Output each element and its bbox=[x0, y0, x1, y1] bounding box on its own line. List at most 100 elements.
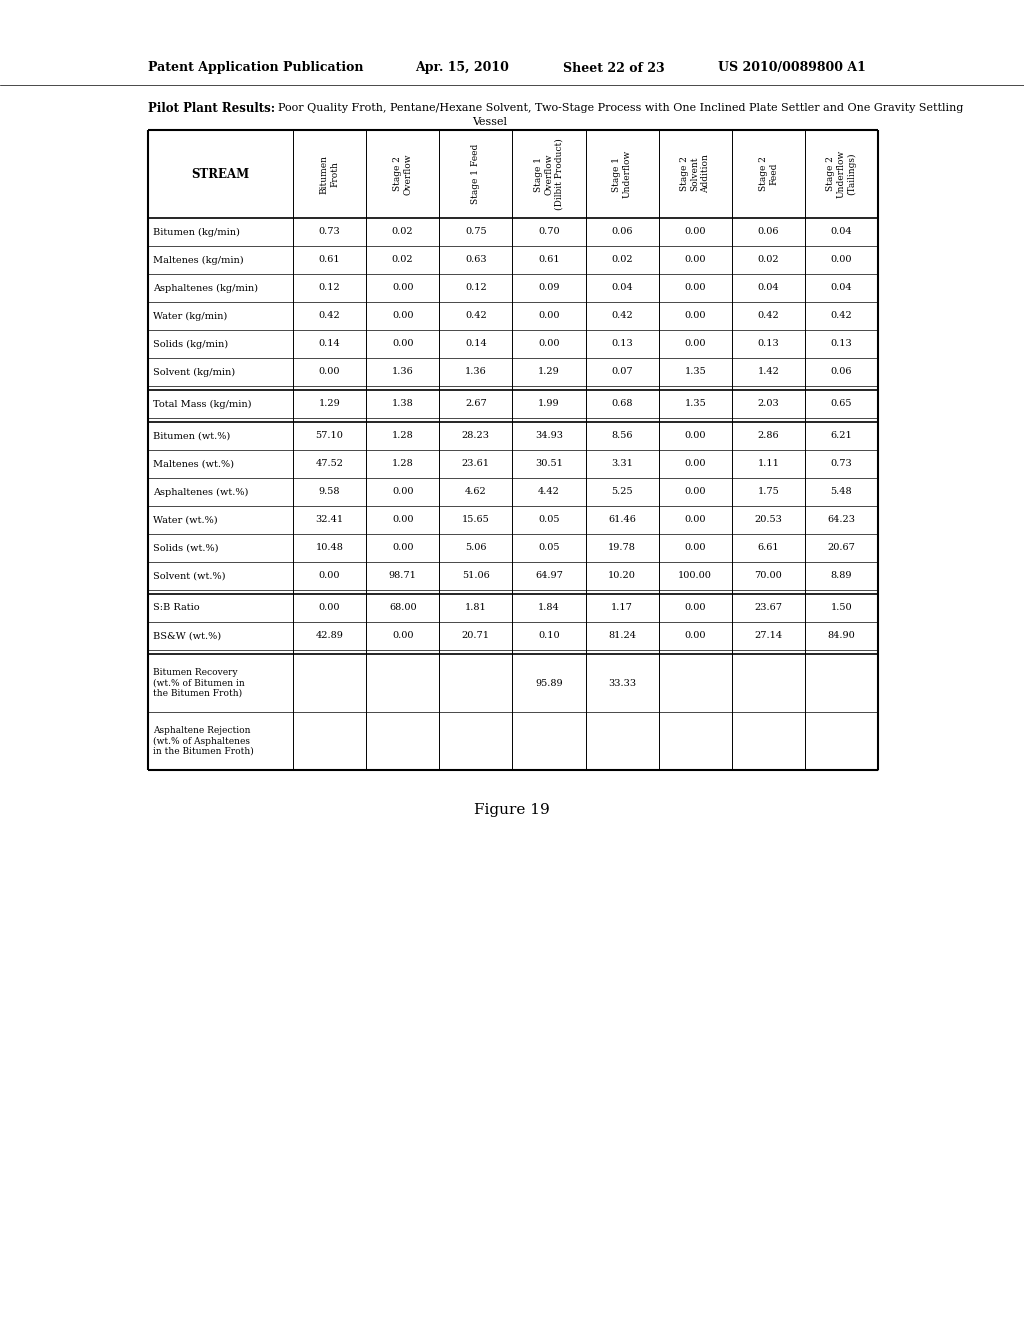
Text: 1.28: 1.28 bbox=[392, 459, 414, 469]
Text: 0.04: 0.04 bbox=[830, 284, 852, 293]
Text: 0.00: 0.00 bbox=[684, 544, 706, 553]
Text: Solvent (kg/min): Solvent (kg/min) bbox=[153, 367, 236, 376]
Text: 27.14: 27.14 bbox=[755, 631, 782, 640]
Text: 0.00: 0.00 bbox=[684, 432, 706, 441]
Text: 0.63: 0.63 bbox=[465, 256, 486, 264]
Text: 0.10: 0.10 bbox=[539, 631, 560, 640]
Text: 0.61: 0.61 bbox=[318, 256, 340, 264]
Text: 0.07: 0.07 bbox=[611, 367, 633, 376]
Text: 0.00: 0.00 bbox=[684, 312, 706, 321]
Text: Total Mass (kg/min): Total Mass (kg/min) bbox=[153, 400, 252, 409]
Text: 0.00: 0.00 bbox=[392, 487, 414, 496]
Text: 23.67: 23.67 bbox=[755, 603, 782, 612]
Text: 1.11: 1.11 bbox=[758, 459, 779, 469]
Text: 20.71: 20.71 bbox=[462, 631, 489, 640]
Text: 10.48: 10.48 bbox=[315, 544, 343, 553]
Text: Asphaltenes (kg/min): Asphaltenes (kg/min) bbox=[153, 284, 258, 293]
Text: 0.68: 0.68 bbox=[611, 400, 633, 408]
Text: 8.89: 8.89 bbox=[830, 572, 852, 581]
Text: 0.06: 0.06 bbox=[611, 227, 633, 236]
Text: 6.61: 6.61 bbox=[758, 544, 779, 553]
Text: 9.58: 9.58 bbox=[318, 487, 340, 496]
Text: Bitumen
Froth: Bitumen Froth bbox=[319, 154, 339, 194]
Text: 5.25: 5.25 bbox=[611, 487, 633, 496]
Text: 42.89: 42.89 bbox=[315, 631, 343, 640]
Text: 2.86: 2.86 bbox=[758, 432, 779, 441]
Text: 1.81: 1.81 bbox=[465, 603, 486, 612]
Text: 0.00: 0.00 bbox=[318, 572, 340, 581]
Text: 28.23: 28.23 bbox=[462, 432, 489, 441]
Text: Water (kg/min): Water (kg/min) bbox=[153, 312, 227, 321]
Text: 0.00: 0.00 bbox=[318, 367, 340, 376]
Text: Sheet 22 of 23: Sheet 22 of 23 bbox=[563, 62, 665, 74]
Text: 0.00: 0.00 bbox=[318, 603, 340, 612]
Text: 70.00: 70.00 bbox=[755, 572, 782, 581]
Text: 0.05: 0.05 bbox=[539, 544, 560, 553]
Text: 0.13: 0.13 bbox=[611, 339, 633, 348]
Text: 23.61: 23.61 bbox=[462, 459, 489, 469]
Text: 0.00: 0.00 bbox=[684, 487, 706, 496]
Text: 81.24: 81.24 bbox=[608, 631, 636, 640]
Text: Bitumen (kg/min): Bitumen (kg/min) bbox=[153, 227, 240, 236]
Text: 0.00: 0.00 bbox=[392, 284, 414, 293]
Text: 1.35: 1.35 bbox=[684, 400, 707, 408]
Text: 0.00: 0.00 bbox=[684, 284, 706, 293]
Text: 4.62: 4.62 bbox=[465, 487, 486, 496]
Text: 0.04: 0.04 bbox=[611, 284, 633, 293]
Text: 0.00: 0.00 bbox=[684, 631, 706, 640]
Text: 5.06: 5.06 bbox=[465, 544, 486, 553]
Text: 3.31: 3.31 bbox=[611, 459, 633, 469]
Text: BS&W (wt.%): BS&W (wt.%) bbox=[153, 631, 221, 640]
Text: 0.00: 0.00 bbox=[684, 459, 706, 469]
Text: Stage 1
Underflow: Stage 1 Underflow bbox=[612, 150, 632, 198]
Text: 1.28: 1.28 bbox=[392, 432, 414, 441]
Text: 0.05: 0.05 bbox=[539, 516, 560, 524]
Text: 0.02: 0.02 bbox=[392, 227, 414, 236]
Text: 5.48: 5.48 bbox=[830, 487, 852, 496]
Text: 0.12: 0.12 bbox=[318, 284, 340, 293]
Text: 0.13: 0.13 bbox=[758, 339, 779, 348]
Text: 30.51: 30.51 bbox=[535, 459, 563, 469]
Text: 0.00: 0.00 bbox=[392, 544, 414, 553]
Text: 0.42: 0.42 bbox=[611, 312, 633, 321]
Text: 1.84: 1.84 bbox=[538, 603, 560, 612]
Text: 0.00: 0.00 bbox=[830, 256, 852, 264]
Text: Maltenes (kg/min): Maltenes (kg/min) bbox=[153, 256, 244, 264]
Text: Vessel: Vessel bbox=[472, 117, 508, 127]
Text: Asphaltene Rejection
(wt.% of Asphaltenes
in the Bitumen Froth): Asphaltene Rejection (wt.% of Asphaltene… bbox=[153, 726, 254, 756]
Text: 10.20: 10.20 bbox=[608, 572, 636, 581]
Text: 20.67: 20.67 bbox=[827, 544, 855, 553]
Text: 34.93: 34.93 bbox=[535, 432, 563, 441]
Text: STREAM: STREAM bbox=[191, 168, 250, 181]
Text: 68.00: 68.00 bbox=[389, 603, 417, 612]
Text: 0.00: 0.00 bbox=[392, 312, 414, 321]
Text: 8.56: 8.56 bbox=[611, 432, 633, 441]
Text: 1.36: 1.36 bbox=[465, 367, 486, 376]
Text: 57.10: 57.10 bbox=[315, 432, 343, 441]
Text: 33.33: 33.33 bbox=[608, 678, 636, 688]
Text: 0.02: 0.02 bbox=[758, 256, 779, 264]
Text: 0.04: 0.04 bbox=[830, 227, 852, 236]
Text: 0.70: 0.70 bbox=[539, 227, 560, 236]
Text: Stage 2
Solvent
Addition: Stage 2 Solvent Addition bbox=[680, 154, 710, 194]
Text: Pilot Plant Results:: Pilot Plant Results: bbox=[148, 102, 275, 115]
Text: 0.73: 0.73 bbox=[830, 459, 852, 469]
Text: 95.89: 95.89 bbox=[536, 678, 563, 688]
Text: Stage 1 Feed: Stage 1 Feed bbox=[471, 144, 480, 205]
Text: 0.00: 0.00 bbox=[539, 339, 560, 348]
Text: 0.00: 0.00 bbox=[392, 631, 414, 640]
Text: 0.09: 0.09 bbox=[539, 284, 560, 293]
Text: 6.21: 6.21 bbox=[830, 432, 852, 441]
Text: 0.00: 0.00 bbox=[684, 256, 706, 264]
Text: 0.42: 0.42 bbox=[758, 312, 779, 321]
Text: 0.00: 0.00 bbox=[392, 516, 414, 524]
Text: Maltenes (wt.%): Maltenes (wt.%) bbox=[153, 459, 234, 469]
Text: 98.71: 98.71 bbox=[389, 572, 417, 581]
Text: 1.35: 1.35 bbox=[684, 367, 707, 376]
Text: 0.02: 0.02 bbox=[392, 256, 414, 264]
Text: 0.02: 0.02 bbox=[611, 256, 633, 264]
Text: 0.13: 0.13 bbox=[830, 339, 852, 348]
Text: 0.42: 0.42 bbox=[465, 312, 486, 321]
Text: 0.00: 0.00 bbox=[684, 227, 706, 236]
Text: 1.42: 1.42 bbox=[758, 367, 779, 376]
